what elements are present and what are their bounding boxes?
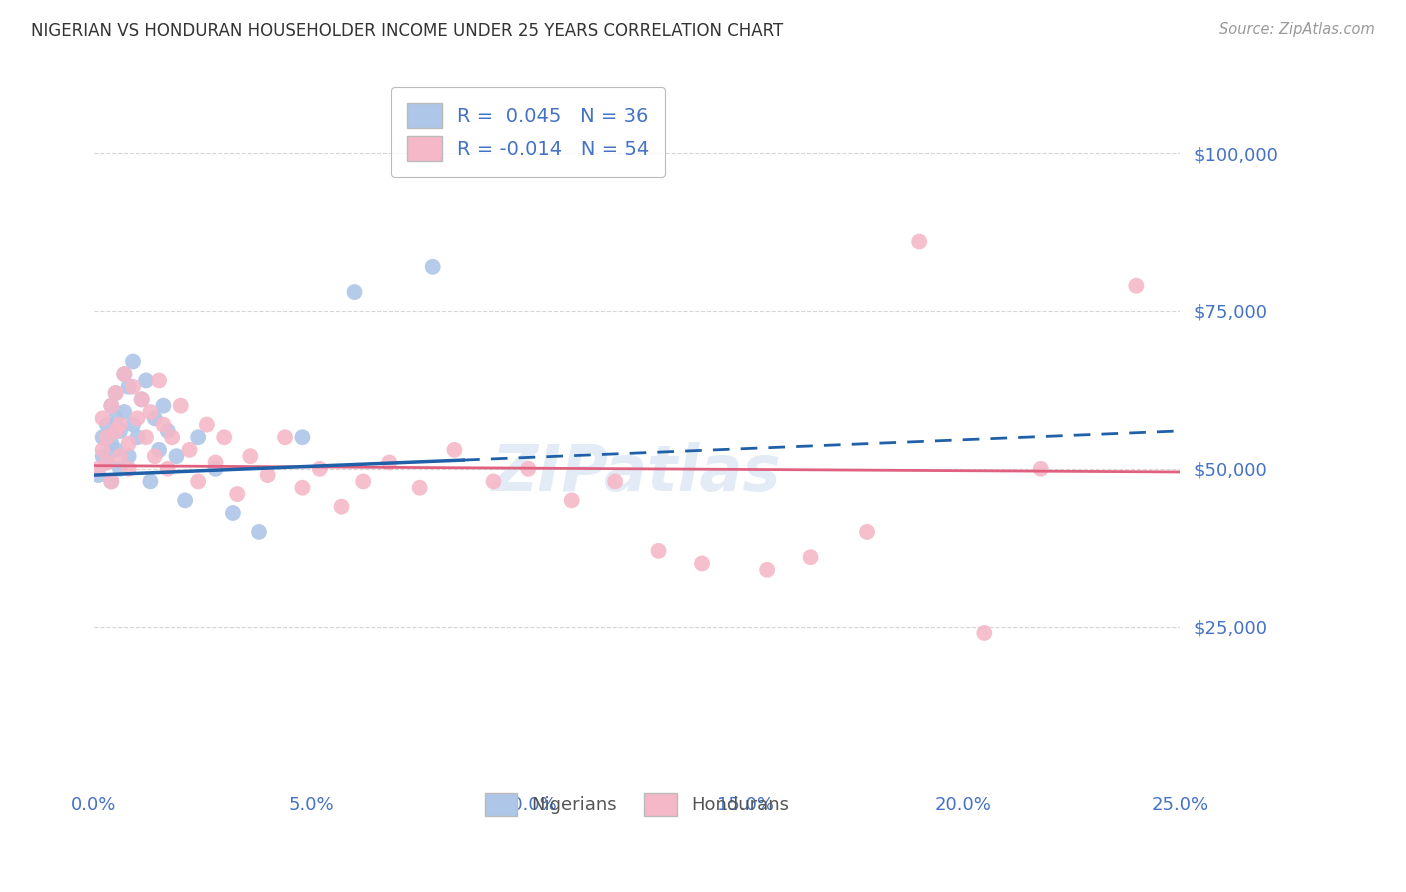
Point [135, 373, 157, 387]
Point [561, 493, 583, 508]
Point [104, 386, 127, 401]
Point [239, 449, 262, 463]
Point [152, 417, 174, 432]
Point [118, 380, 141, 394]
Point [104, 442, 127, 457]
Point [856, 524, 879, 539]
Point [165, 449, 187, 463]
Point [204, 455, 226, 469]
Point [195, 417, 218, 432]
Point [122, 354, 145, 368]
Point [222, 506, 245, 520]
Point [156, 424, 179, 438]
Point [139, 405, 162, 419]
Point [143, 411, 166, 425]
Point [108, 417, 131, 432]
Point [256, 468, 278, 483]
Point [118, 462, 141, 476]
Point [96, 455, 118, 469]
Point [482, 475, 505, 489]
Point [1029, 462, 1052, 476]
Point [91, 430, 114, 444]
Point [647, 544, 669, 558]
Point [908, 235, 931, 249]
Point [104, 411, 127, 425]
Point [131, 392, 153, 407]
Point [139, 475, 162, 489]
Point [160, 430, 183, 444]
Point [174, 493, 197, 508]
Point [108, 424, 131, 438]
Legend: Nigerians, Hondurans: Nigerians, Hondurans [475, 784, 799, 825]
Point [204, 462, 226, 476]
Point [973, 626, 995, 640]
Point [122, 417, 145, 432]
Point [112, 405, 135, 419]
Point [212, 430, 235, 444]
Point [148, 373, 170, 387]
Point [517, 462, 540, 476]
Point [127, 430, 149, 444]
Point [108, 462, 131, 476]
Point [800, 550, 823, 565]
Point [156, 462, 179, 476]
Text: NIGERIAN VS HONDURAN HOUSEHOLDER INCOME UNDER 25 YEARS CORRELATION CHART: NIGERIAN VS HONDURAN HOUSEHOLDER INCOME … [31, 22, 783, 40]
Point [100, 436, 122, 450]
Point [291, 430, 314, 444]
Point [343, 285, 366, 299]
Point [100, 475, 122, 489]
Point [330, 500, 353, 514]
Point [274, 430, 297, 444]
Point [91, 449, 114, 463]
Point [443, 442, 465, 457]
Point [378, 455, 401, 469]
Point [291, 481, 314, 495]
Point [100, 399, 122, 413]
Point [127, 411, 149, 425]
Point [118, 449, 141, 463]
Point [87, 462, 110, 476]
Point [308, 462, 330, 476]
Point [152, 399, 174, 413]
Point [96, 430, 118, 444]
Point [179, 442, 201, 457]
Point [605, 475, 627, 489]
Point [1125, 278, 1147, 293]
Point [148, 442, 170, 457]
Point [690, 557, 713, 571]
Point [226, 487, 249, 501]
Point [131, 392, 153, 407]
Point [135, 430, 157, 444]
Point [87, 468, 110, 483]
Point [104, 386, 127, 401]
Point [187, 475, 209, 489]
Point [352, 475, 374, 489]
Point [91, 442, 114, 457]
Point [96, 455, 118, 469]
Point [100, 399, 122, 413]
Point [122, 380, 145, 394]
Point [112, 367, 135, 381]
Text: Source: ZipAtlas.com: Source: ZipAtlas.com [1219, 22, 1375, 37]
Point [108, 449, 131, 463]
Text: ZIPatlas: ZIPatlas [492, 442, 782, 504]
Point [247, 524, 270, 539]
Point [408, 481, 430, 495]
Point [96, 417, 118, 432]
Point [91, 411, 114, 425]
Point [118, 436, 141, 450]
Point [100, 475, 122, 489]
Point [422, 260, 444, 274]
Point [187, 430, 209, 444]
Point [756, 563, 779, 577]
Point [143, 449, 166, 463]
Point [170, 399, 193, 413]
Point [104, 424, 127, 438]
Point [112, 367, 135, 381]
